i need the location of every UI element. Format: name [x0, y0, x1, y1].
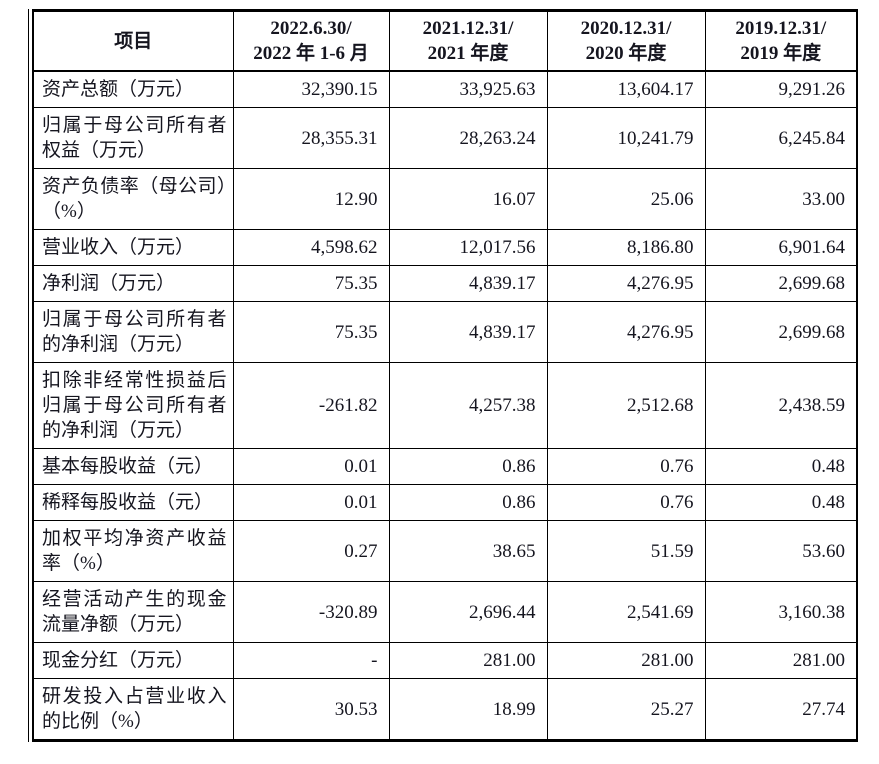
cell-value: 281.00: [704, 642, 858, 679]
cell-value: 12,017.56: [388, 229, 548, 266]
cell-value: 4,276.95: [546, 265, 706, 302]
row-label: 资产总额（万元）: [32, 70, 234, 108]
table-row: 稀释每股收益（元） 0.01 0.86 0.76 0.48: [32, 484, 858, 521]
cell-value: 4,276.95: [546, 301, 706, 363]
cell-value: 33,925.63: [388, 70, 548, 108]
cell-value: 0.86: [388, 484, 548, 521]
financial-summary-table: 项目 2022.6.30/ 2022 年 1-6 月 2021.12.31/ 2…: [32, 9, 858, 742]
cell-value: 4,839.17: [388, 301, 548, 363]
cell-value: 281.00: [546, 642, 706, 679]
table-row: 净利润（万元） 75.35 4,839.17 4,276.95 2,699.68: [32, 265, 858, 302]
cell-value: 30.53: [232, 678, 390, 741]
cell-value: 2,696.44: [388, 581, 548, 643]
table-row: 现金分红（万元） -281.00 281.00 281.00: [32, 642, 858, 679]
cell-value: 16.07: [388, 168, 548, 230]
header-period-date: 2020.12.31/: [580, 18, 672, 39]
table-row: 营业收入（万元） 4,598.62 12,017.56 8,186.80 6,901.6…: [32, 229, 858, 266]
cell-value: 0.01: [232, 484, 390, 521]
cell-value: 27.74: [704, 678, 858, 741]
header-period-2021: 2021.12.31/ 2021 年度: [388, 10, 548, 72]
cell-value: -261.82: [232, 362, 390, 449]
cell-value: 32,390.15: [232, 70, 390, 108]
table-row: 资产负债率（母公司）（%） 12.90 16.07 25.06 33.00: [32, 168, 858, 230]
cell-value: 2,541.69: [546, 581, 706, 643]
header-period-2020: 2020.12.31/ 2020 年度: [546, 10, 706, 72]
cell-value: -: [232, 642, 390, 679]
cell-value: 12.90: [232, 168, 390, 230]
financial-summary-frame: 项目 2022.6.30/ 2022 年 1-6 月 2021.12.31/ 2…: [28, 9, 858, 742]
cell-value: 4,598.62: [232, 229, 390, 266]
cell-value: 28,355.31: [232, 107, 390, 169]
row-label: 研发投入占营业收入的比例（%）: [32, 678, 234, 741]
cell-value: 18.99: [388, 678, 548, 741]
cell-value: 0.48: [704, 448, 858, 485]
cell-value: 38.65: [388, 520, 548, 582]
header-row: 项目 2022.6.30/ 2022 年 1-6 月 2021.12.31/ 2…: [32, 10, 858, 72]
row-label: 经营活动产生的现金流量净额（万元）: [32, 581, 234, 643]
cell-value: 0.76: [546, 448, 706, 485]
cell-value: 0.76: [546, 484, 706, 521]
row-label: 归属于母公司所有者的净利润（万元）: [32, 301, 234, 363]
cell-value: 9,291.26: [704, 70, 858, 108]
row-label: 资产负债率（母公司）（%）: [32, 168, 234, 230]
cell-value: 6,901.64: [704, 229, 858, 266]
cell-value: 13,604.17: [546, 70, 706, 108]
cell-value: 6,245.84: [704, 107, 858, 169]
cell-value: 4,839.17: [388, 265, 548, 302]
header-period-2022: 2022.6.30/ 2022 年 1-6 月: [232, 10, 390, 72]
cell-value: 0.27: [232, 520, 390, 582]
cell-value: 53.60: [704, 520, 858, 582]
row-label: 基本每股收益（元）: [32, 448, 234, 485]
header-period-label: 2020 年度: [585, 43, 667, 64]
header-period-date: 2019.12.31/: [735, 18, 827, 39]
cell-value: 33.00: [704, 168, 858, 230]
cell-value: 4,257.38: [388, 362, 548, 449]
table-row: 研发投入占营业收入的比例（%） 30.53 18.99 25.27 27.74: [32, 678, 858, 741]
header-period-date: 2021.12.31/: [422, 18, 514, 39]
table-row: 资产总额（万元） 32,390.15 33,925.63 13,604.17 9,291…: [32, 70, 858, 108]
row-label: 加权平均净资产收益率（%）: [32, 520, 234, 582]
table-row: 基本每股收益（元） 0.01 0.86 0.76 0.48: [32, 448, 858, 485]
table-row: 归属于母公司所有者权益（万元） 28,355.31 28,263.24 10,241.…: [32, 107, 858, 169]
table-header: 项目 2022.6.30/ 2022 年 1-6 月 2021.12.31/ 2…: [32, 10, 858, 72]
table-row: 归属于母公司所有者的净利润（万元） 75.35 4,839.17 4,276.95 2,…: [32, 301, 858, 363]
row-label: 扣除非经常性损益后归属于母公司所有者的净利润（万元）: [32, 362, 234, 449]
cell-value: 25.27: [546, 678, 706, 741]
header-item-column: 项目: [32, 10, 234, 72]
cell-value: 75.35: [232, 265, 390, 302]
cell-value: 2,512.68: [546, 362, 706, 449]
row-label: 现金分红（万元）: [32, 642, 234, 679]
header-period-label: 2019 年度: [740, 43, 822, 64]
cell-value: 28,263.24: [388, 107, 548, 169]
cell-value: 10,241.79: [546, 107, 706, 169]
cell-value: 2,699.68: [704, 301, 858, 363]
table-row: 扣除非经常性损益后归属于母公司所有者的净利润（万元） -261.82 4,257.3…: [32, 362, 858, 449]
cell-value: 51.59: [546, 520, 706, 582]
row-label: 归属于母公司所有者权益（万元）: [32, 107, 234, 169]
cell-value: 2,699.68: [704, 265, 858, 302]
header-period-2019: 2019.12.31/ 2019 年度: [704, 10, 858, 72]
cell-value: 8,186.80: [546, 229, 706, 266]
cell-value: 0.86: [388, 448, 548, 485]
row-label: 净利润（万元）: [32, 265, 234, 302]
cell-value: 281.00: [388, 642, 548, 679]
cell-value: 25.06: [546, 168, 706, 230]
cell-value: -320.89: [232, 581, 390, 643]
header-period-label: 2021 年度: [427, 43, 509, 64]
cell-value: 0.48: [704, 484, 858, 521]
table-row: 经营活动产生的现金流量净额（万元） -320.89 2,696.44 2,541.69…: [32, 581, 858, 643]
cell-value: 2,438.59: [704, 362, 858, 449]
table-body: 资产总额（万元） 32,390.15 33,925.63 13,604.17 9,291…: [32, 70, 858, 741]
row-label: 营业收入（万元）: [32, 229, 234, 266]
cell-value: 0.01: [232, 448, 390, 485]
cell-value: 75.35: [232, 301, 390, 363]
table-row: 加权平均净资产收益率（%） 0.27 38.65 51.59 53.60: [32, 520, 858, 582]
header-period-label: 2022 年 1-6 月: [253, 43, 369, 64]
row-label: 稀释每股收益（元）: [32, 484, 234, 521]
cell-value: 3,160.38: [704, 581, 858, 643]
header-period-date: 2022.6.30/: [270, 18, 352, 39]
